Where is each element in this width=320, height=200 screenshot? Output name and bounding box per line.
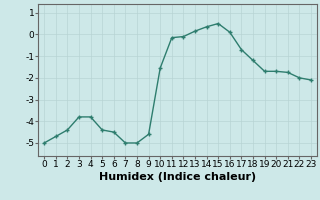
X-axis label: Humidex (Indice chaleur): Humidex (Indice chaleur) [99,172,256,182]
